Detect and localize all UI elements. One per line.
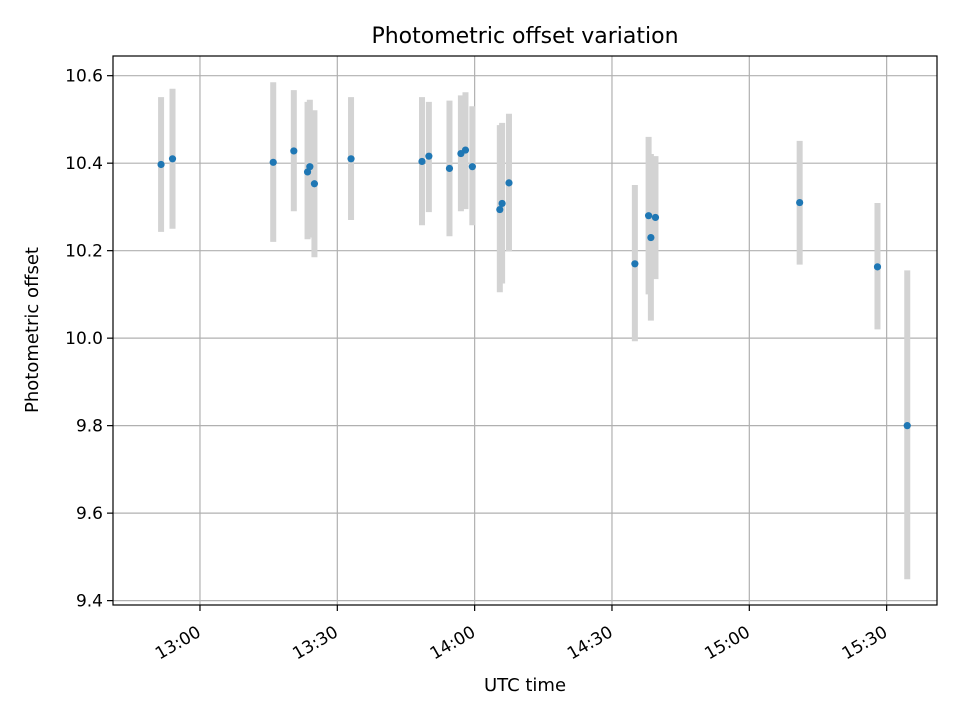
- data-point: [306, 163, 314, 171]
- data-point: [418, 157, 426, 166]
- plot-frame: [112, 55, 938, 606]
- chart-title: Photometric offset variation: [371, 24, 678, 49]
- x-tick-label: 14:00: [427, 622, 479, 664]
- x-tick-label: 14:30: [564, 622, 616, 664]
- data-point: [647, 233, 655, 242]
- data-point: [631, 260, 639, 268]
- data-point: [310, 180, 319, 188]
- data-point: [903, 422, 911, 430]
- data-point: [445, 164, 454, 173]
- data-point: [425, 152, 433, 160]
- data-point: [468, 163, 476, 171]
- y-tick-label: 9.8: [76, 417, 103, 437]
- y-axis-ticks: 9.4 9.6 9.8 10.0 10.2 10.4 10.6: [65, 67, 113, 612]
- y-axis-label: Photometric offset: [22, 247, 43, 413]
- error-bars: [158, 82, 911, 580]
- data-point: [290, 147, 298, 155]
- x-axis-label: UTC time: [484, 675, 566, 696]
- data-point: [461, 146, 470, 154]
- x-axis-ticks: 13:00 13:30 14:00 14:30 15:00 15:30: [152, 605, 891, 664]
- y-tick-label: 9.4: [76, 592, 103, 612]
- data-point: [796, 198, 804, 207]
- data-point: [873, 263, 882, 271]
- data-point: [505, 179, 513, 187]
- x-tick-label: 13:00: [152, 622, 204, 664]
- data-point: [645, 212, 653, 220]
- x-tick-label: 13:30: [289, 622, 341, 664]
- x-tick-label: 15:00: [701, 622, 753, 664]
- y-tick-label: 10.2: [65, 242, 103, 262]
- data-point: [269, 158, 277, 166]
- data-points: [157, 146, 911, 430]
- x-tick-label: 15:30: [839, 622, 891, 664]
- data-point: [651, 213, 660, 222]
- data-point: [168, 155, 177, 163]
- grid-lines: [113, 56, 937, 605]
- y-tick-label: 9.6: [76, 504, 103, 524]
- y-tick-label: 10.4: [65, 154, 103, 174]
- y-tick-label: 10.0: [65, 329, 103, 349]
- data-point: [498, 199, 506, 208]
- data-point: [157, 160, 165, 169]
- data-point: [496, 205, 504, 214]
- y-tick-label: 10.6: [65, 67, 103, 87]
- data-point: [347, 155, 355, 163]
